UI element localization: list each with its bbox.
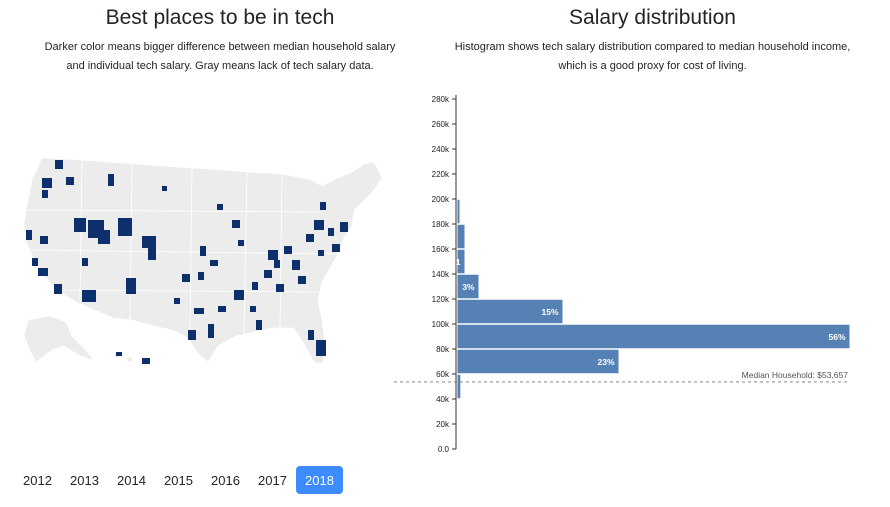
y-tick-label: 140k (432, 270, 450, 279)
y-tick-label: 160k (432, 245, 450, 254)
bar-value-label: 1 (456, 257, 461, 267)
alaska-shape (23, 315, 95, 363)
y-tick-label: 0.0 (438, 445, 450, 454)
histogram-bar (457, 249, 465, 274)
median-label: Median Household: $53,657 (742, 370, 849, 380)
year-button-2018[interactable]: 2018 (296, 466, 343, 494)
y-tick-label: 200k (432, 195, 450, 204)
y-tick-label: 100k (432, 320, 450, 329)
highlighted-counties (26, 160, 348, 364)
y-tick-label: 20k (436, 420, 450, 429)
histogram-bar (457, 224, 465, 249)
histogram-bar (457, 274, 479, 299)
y-tick-label: 120k (432, 295, 450, 304)
y-tick-label: 60k (436, 370, 450, 379)
y-tick-label: 80k (436, 345, 450, 354)
us-county-map[interactable] (22, 150, 387, 375)
y-tick-label: 280k (432, 95, 450, 104)
histogram-bar (457, 374, 461, 399)
y-tick-label: 260k (432, 120, 450, 129)
histogram-bar (457, 199, 460, 224)
year-button-2012[interactable]: 2012 (14, 466, 61, 494)
y-axis: 0.0 20k 40k 60k 80k 100k 120k 140k 160k 180k 200k 2… (432, 95, 457, 454)
map-base-shapes (23, 157, 383, 365)
salary-histogram: 0.0 20k 40k 60k 80k 100k 120k 140k 160k 180k 200k 2… (394, 95, 850, 454)
y-tick-label: 240k (432, 145, 450, 154)
map-description: Darker color means bigger difference bet… (44, 41, 396, 72)
year-button-2013[interactable]: 2013 (61, 466, 108, 494)
bar-value-label: 3% (462, 282, 475, 292)
histogram-bar (457, 299, 563, 324)
bar-value-label: 15% (541, 307, 558, 317)
year-button-2017[interactable]: 2017 (249, 466, 296, 494)
histogram-bar (457, 349, 619, 374)
y-tick-label: 180k (432, 220, 450, 229)
bar-value-label: 23% (597, 357, 614, 367)
histogram-bars: 23% 56% 15% 3% 1 (456, 199, 850, 399)
contiguous-us-shape (23, 157, 383, 365)
histogram-description: Histogram shows tech salary distribution… (454, 41, 851, 72)
year-selector: 2012 2013 2014 2015 2016 2017 2018 (14, 466, 343, 494)
year-button-2014[interactable]: 2014 (108, 466, 155, 494)
median-marker: Median Household: $53,657 (394, 370, 850, 383)
map-title: Best places to be in tech (105, 6, 335, 29)
bar-value-label: 56% (828, 332, 845, 342)
y-tick-label: 40k (436, 395, 450, 404)
year-button-2015[interactable]: 2015 (155, 466, 202, 494)
year-button-2016[interactable]: 2016 (202, 466, 249, 494)
histogram-title: Salary distribution (569, 6, 736, 29)
y-tick-label: 220k (432, 170, 450, 179)
histogram-bar (457, 324, 850, 349)
